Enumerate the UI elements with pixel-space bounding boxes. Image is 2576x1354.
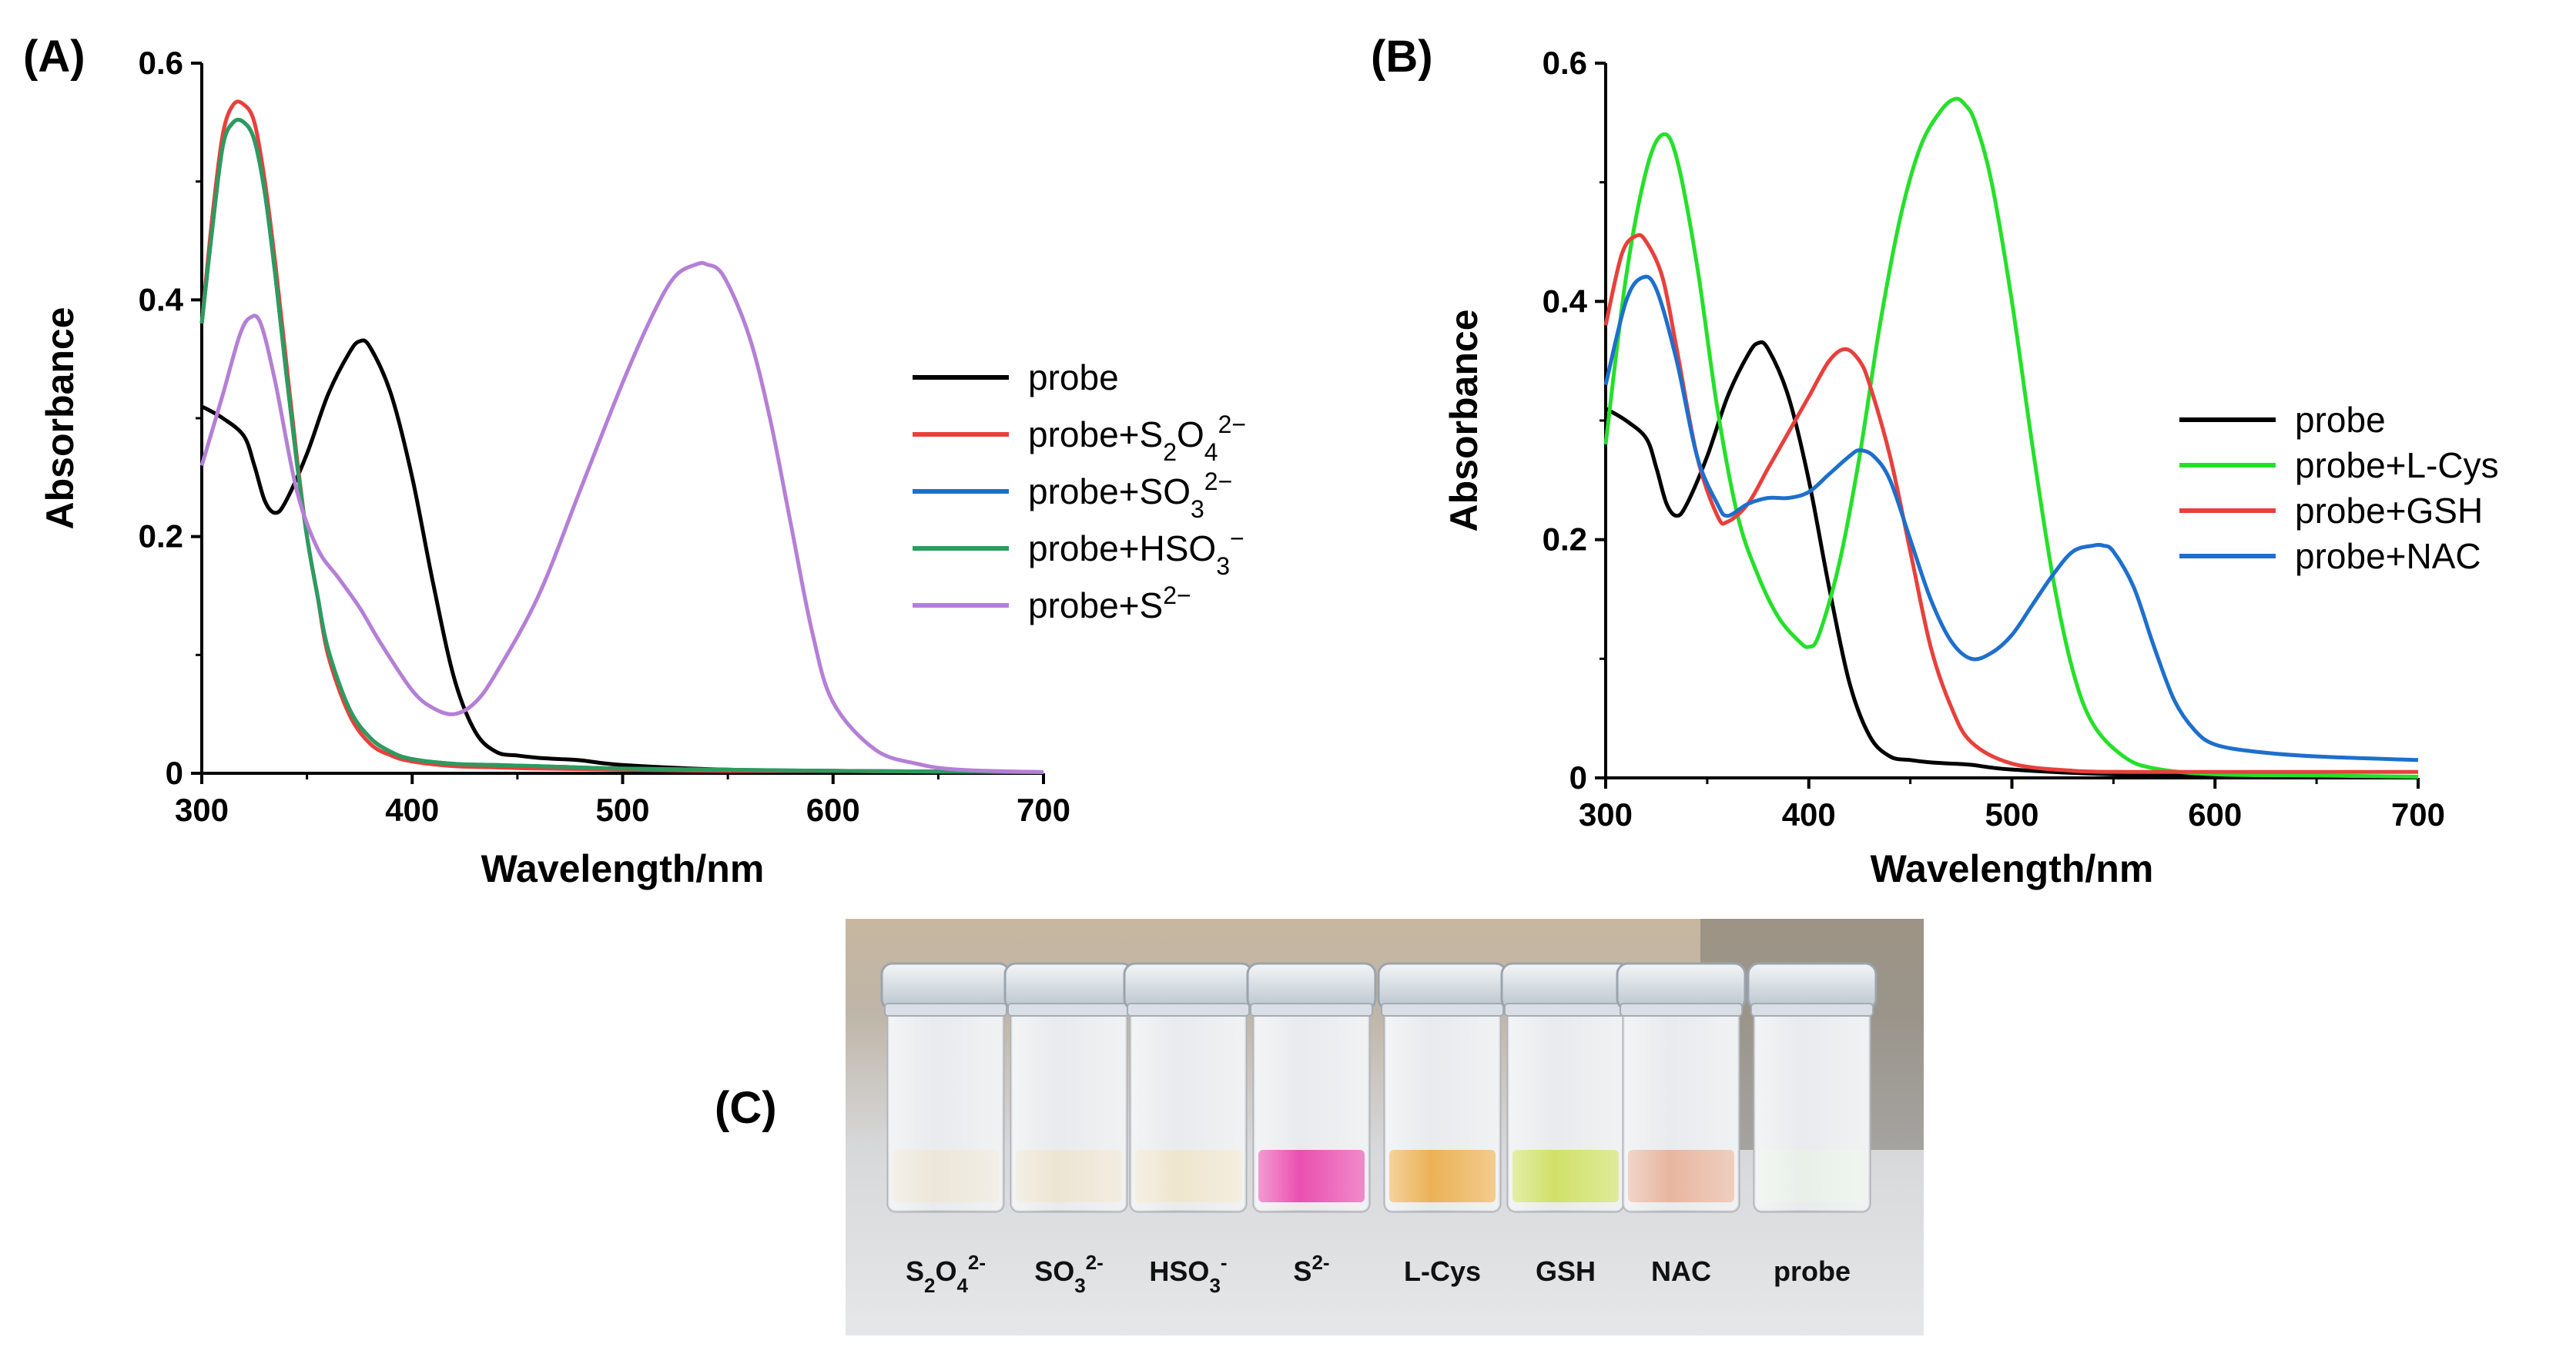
vial-cap-rim: [1750, 1003, 1874, 1017]
x-tick-label: 600: [806, 792, 860, 828]
legend-label: probe+SO32−: [1028, 468, 1232, 523]
vial-reflection: [1623, 994, 1739, 1212]
series-line-a-3: [199, 117, 1044, 774]
vial-cap-rim: [1620, 1003, 1743, 1017]
x-tick-label: 400: [385, 792, 439, 828]
vial-cap-rim: [1504, 1003, 1627, 1017]
y-tick-label: 0.2: [1543, 521, 1587, 558]
panel-b-label: (B): [1371, 32, 1433, 82]
x-tick-label: 700: [1017, 792, 1070, 828]
vial-reflection: [1131, 994, 1246, 1212]
series-line-a-2: [199, 117, 1044, 774]
chart-b: 300 400 500 600 700 0 0.2 0.4 0.6 Wavelength/nm Ab…: [1442, 45, 2499, 890]
vial-cap-rim: [1007, 1003, 1131, 1017]
legend-label: probe+HSO3−: [1028, 525, 1244, 580]
vial-label: L-Cys: [1404, 1255, 1481, 1287]
y-tick-label: 0.6: [1543, 45, 1587, 81]
series-line-b-3: [1603, 274, 2419, 762]
vial-cap-rim: [1381, 1003, 1504, 1017]
x-tick-label: 500: [595, 792, 649, 828]
vial-photo: S2O42- SO32- HSO3- S2- L-Cys GSH NAC probe: [846, 919, 1924, 1336]
vial-cap-rim: [1250, 1003, 1373, 1017]
x-tick-label: 300: [1579, 796, 1633, 833]
legend-label: probe: [1028, 357, 1119, 397]
x-tick-label: 700: [2391, 796, 2445, 833]
vial-cap-rim: [1127, 1003, 1250, 1017]
series-line-a-0: [200, 338, 1044, 775]
x-axis-title: Wavelength/nm: [1871, 847, 2154, 890]
vial-reflection: [1508, 994, 1623, 1212]
legend-label: probe+S2−: [1028, 581, 1191, 625]
vial-label: probe: [1774, 1255, 1851, 1287]
x-tick-label: 300: [175, 792, 229, 828]
chart-a: 300 400 500 600 700 0 0.2 0.4 0.6 Wavelength/nm Ab…: [39, 45, 1246, 890]
legend-label: probe+L-Cys: [2295, 445, 2499, 485]
panel-c-label: (C): [715, 1083, 777, 1133]
x-tick-label: 400: [1782, 796, 1836, 833]
x-tick-label: 500: [1985, 796, 2038, 833]
y-tick-label: 0.4: [1543, 283, 1588, 319]
vial-reflection: [888, 994, 1003, 1212]
series-line-b-1: [1603, 96, 2419, 779]
series-line-a-1: [199, 99, 1044, 774]
vial-reflection: [1385, 994, 1500, 1212]
legend-label: probe+NAC: [2295, 536, 2481, 576]
series-line-a-4: [199, 260, 1044, 774]
y-tick-label: 0.6: [139, 45, 183, 81]
y-axis-title: Absorbance: [1442, 310, 1486, 532]
vial-reflection: [1011, 994, 1127, 1212]
vial-reflection: [1254, 994, 1369, 1212]
legend-label: probe+GSH: [2295, 491, 2483, 531]
vial-label: NAC: [1651, 1255, 1711, 1287]
y-tick-label: 0: [1569, 759, 1587, 796]
vial-cap-rim: [884, 1003, 1007, 1017]
series-line-b-2: [1603, 233, 2418, 774]
panel-a-label: (A): [23, 32, 85, 82]
y-tick-label: 0.2: [139, 518, 183, 555]
legend-label: probe: [2295, 400, 2386, 440]
y-tick-label: 0: [166, 755, 183, 791]
series-line-b-0: [1604, 340, 2419, 779]
legend-label: probe+S2O42−: [1028, 411, 1246, 466]
vial-reflection: [1754, 994, 1870, 1212]
y-tick-label: 0.4: [139, 281, 184, 317]
y-axis-title: Absorbance: [39, 307, 82, 530]
x-tick-label: 600: [2188, 796, 2242, 833]
x-axis-title: Wavelength/nm: [481, 847, 765, 890]
vial-label: GSH: [1536, 1255, 1596, 1287]
